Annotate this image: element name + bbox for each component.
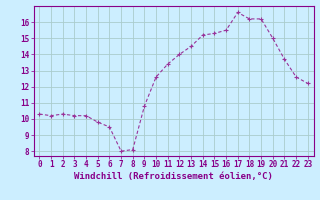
X-axis label: Windchill (Refroidissement éolien,°C): Windchill (Refroidissement éolien,°C) xyxy=(74,172,273,181)
